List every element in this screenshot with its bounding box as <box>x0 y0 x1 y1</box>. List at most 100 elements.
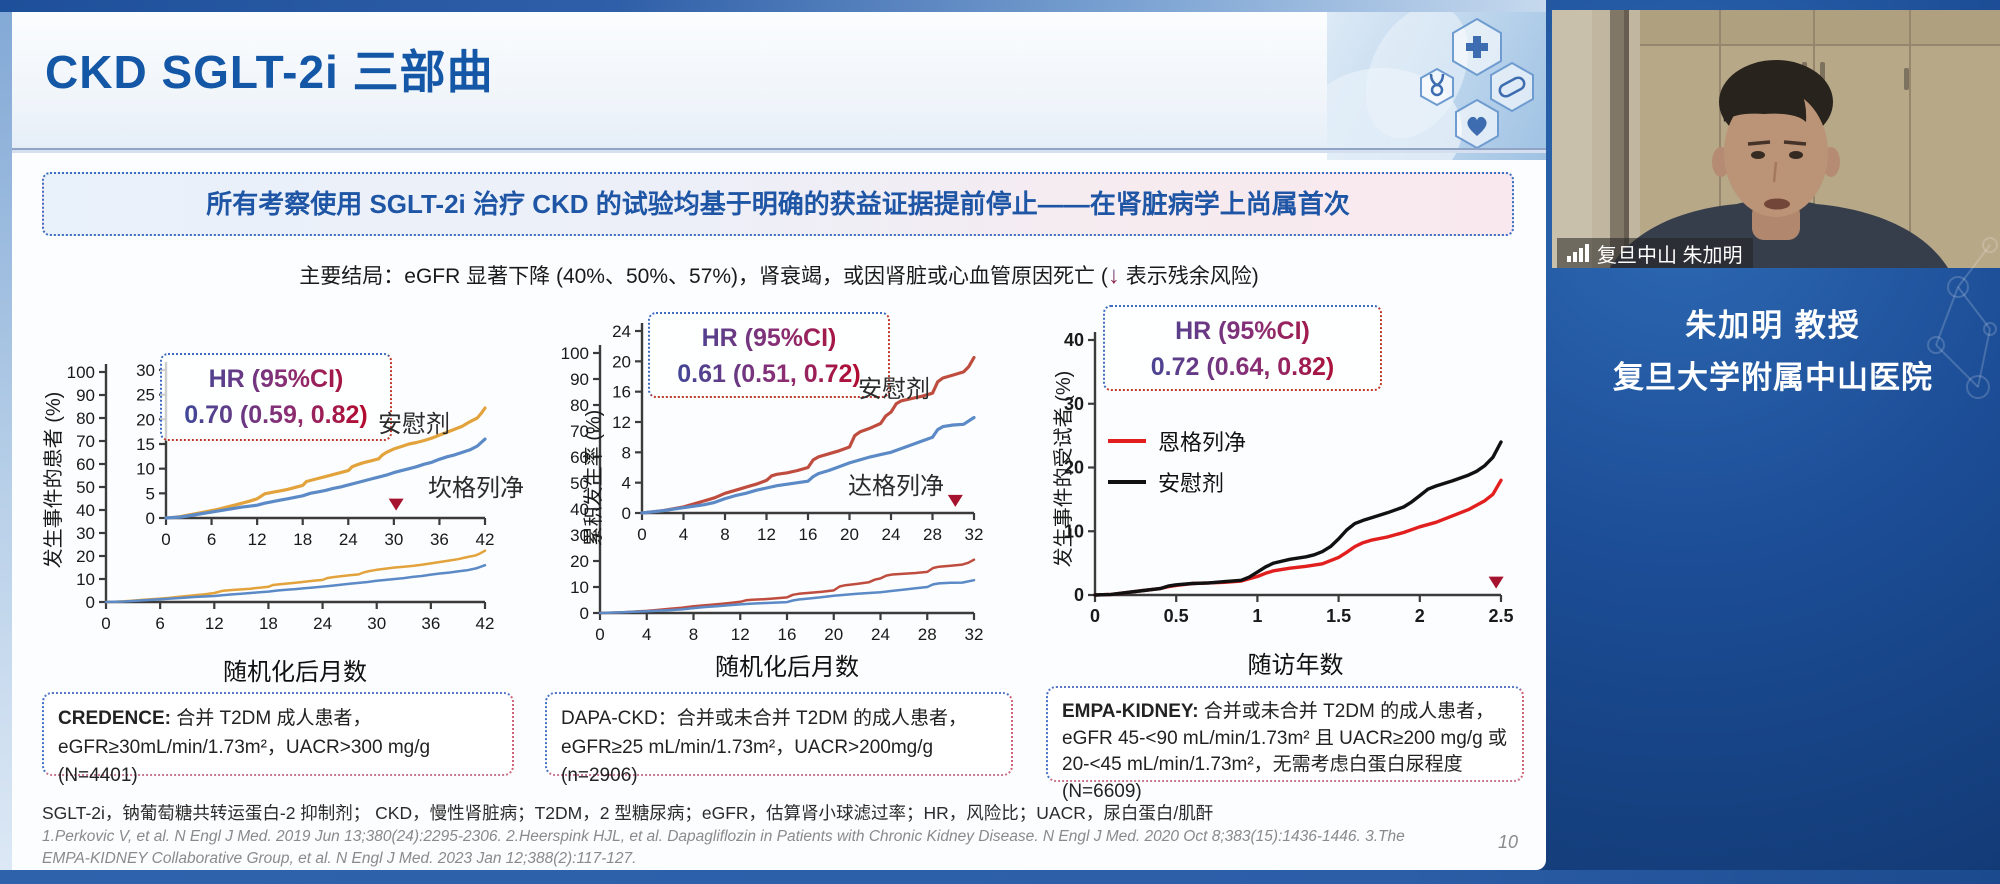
svg-text:40: 40 <box>1064 330 1084 350</box>
hr-label: HR (95%CI) <box>1105 313 1380 349</box>
svg-text:8: 8 <box>720 525 729 544</box>
empa-kidney-y-axis-label: 发生事件的受试者 (%) <box>1053 370 1075 568</box>
speaker-video-feed[interactable]: 复旦中山 朱加明 <box>1552 10 2000 268</box>
svg-text:36: 36 <box>430 530 449 549</box>
svg-text:0: 0 <box>101 614 110 633</box>
svg-text:30: 30 <box>570 526 589 545</box>
svg-text:8: 8 <box>689 625 698 644</box>
speaker-panel: 复旦中山 朱加明 朱加明 教授 复旦大学附属中山医院 <box>1546 0 2000 884</box>
chart-dapa-ckd: 0 10 20 30 40 50 60 70 80 90 100 0 4 8 12 16 20 24 28 32 0 4 8… <box>542 295 1042 695</box>
credence-canagliflozin-label: 坎格列净 <box>428 475 524 502</box>
svg-text:32: 32 <box>965 525 984 544</box>
slide-left-border <box>0 12 12 870</box>
hr-value: 0.72 (0.64, 0.82) <box>1105 349 1380 385</box>
svg-text:32: 32 <box>965 625 984 644</box>
credence-trial-text: 合并 T2DM 成人患者，eGFR≥30mL/min/1.73m²，UACR>3… <box>58 708 431 786</box>
svg-text:18: 18 <box>259 614 278 633</box>
svg-text:50: 50 <box>570 474 589 493</box>
svg-text:0: 0 <box>595 625 604 644</box>
svg-text:12: 12 <box>205 614 224 633</box>
screen-bottom-bar <box>0 870 2000 884</box>
medical-hexagon-decoration <box>1302 12 1546 192</box>
svg-text:0.5: 0.5 <box>1164 606 1189 626</box>
abbreviations-footnote: SGLT-2i，钠葡萄糖共转运蛋白-2 抑制剂； CKD，慢性肾脏病；T2DM，… <box>42 803 1214 823</box>
svg-text:30: 30 <box>136 361 155 380</box>
empa-kidney-legend: 恩格列净 安慰剂 <box>1108 425 1246 507</box>
svg-text:8: 8 <box>622 443 631 462</box>
svg-text:20: 20 <box>136 410 155 429</box>
pill-icon <box>1498 76 1526 98</box>
svg-text:18: 18 <box>293 530 312 549</box>
svg-text:4: 4 <box>679 525 688 544</box>
credence-trial-box: CREDENCE: 合并 T2DM 成人患者，eGFR≥30mL/min/1.7… <box>42 692 514 786</box>
svg-text:40: 40 <box>76 501 95 520</box>
hr-label: HR (95%CI) <box>162 361 390 397</box>
svg-text:24: 24 <box>313 614 332 633</box>
credence-trial-title: CREDENCE: <box>58 708 171 729</box>
svg-text:12: 12 <box>612 413 631 432</box>
subtitle-text-prefix: 主要结局：eGFR 显著下降 (40%、50%、57%)，肾衰竭，或因肾脏或心血… <box>299 265 1108 288</box>
svg-text:10: 10 <box>570 578 589 597</box>
dapa-ckd-trial-box: DAPA-CKD：合并或未合并 T2DM 的成人患者，eGFR≥25 mL/mi… <box>545 692 1013 786</box>
svg-text:12: 12 <box>757 525 776 544</box>
svg-text:2: 2 <box>1415 606 1425 626</box>
svg-text:100: 100 <box>561 344 589 363</box>
svg-text:30: 30 <box>367 614 386 633</box>
svg-text:0: 0 <box>1090 606 1100 626</box>
dapa-ckd-trial-text: 合并或未合并 T2DM 的成人患者，eGFR≥25 mL/min/1.73m²，… <box>561 708 968 786</box>
svg-text:42: 42 <box>476 530 495 549</box>
svg-text:5: 5 <box>146 484 155 503</box>
svg-text:24: 24 <box>882 525 901 544</box>
legend-row-empagliflozin: 恩格列净 <box>1108 425 1246 457</box>
svg-text:90: 90 <box>570 370 589 389</box>
svg-text:40: 40 <box>570 500 589 519</box>
hr-value: 0.61 (0.51, 0.72) <box>650 356 888 392</box>
molecule-decoration <box>1927 237 1998 399</box>
speaker-name: 朱加明 教授 <box>1685 308 1861 343</box>
residual-risk-arrow-icon: ↓ <box>1107 262 1120 289</box>
svg-text:16: 16 <box>778 625 797 644</box>
dapa-ckd-x-axis-label: 随机化后月数 <box>715 654 859 681</box>
svg-text:0: 0 <box>146 509 155 528</box>
svg-text:60: 60 <box>570 448 589 467</box>
empa-kidney-trial-title: EMPA-KIDNEY: <box>1062 701 1199 722</box>
svg-text:20: 20 <box>840 525 859 544</box>
svg-text:100: 100 <box>67 363 95 382</box>
svg-text:6: 6 <box>155 614 164 633</box>
svg-text:20: 20 <box>612 352 631 371</box>
svg-text:70: 70 <box>570 422 589 441</box>
speaker-hospital: 复旦大学附属中山医院 <box>1613 360 1933 395</box>
svg-text:0: 0 <box>580 604 589 623</box>
empa-kidney-hr-box: HR (95%CI) 0.72 (0.64, 0.82) <box>1103 305 1382 391</box>
svg-text:28: 28 <box>918 625 937 644</box>
dapa-ckd-y-axis-label: 累积发生率 (%) <box>583 409 605 547</box>
empa-kidney-trial-box: EMPA-KIDNEY: 合并或未合并 T2DM 的成人患者，eGFR 45-<… <box>1046 686 1524 802</box>
video-name-label: 复旦中山 朱加明 <box>1597 244 1743 267</box>
legend-swatch-placebo <box>1108 480 1146 484</box>
svg-text:20: 20 <box>570 552 589 571</box>
key-message-banner: 所有考察使用 SGLT-2i 治疗 CKD 的试验均基于明确的获益证据提前停止—… <box>42 172 1514 236</box>
subtitle-text-suffix: 表示残余风险) <box>1119 265 1259 288</box>
svg-text:25: 25 <box>136 386 155 405</box>
title-divider <box>12 148 1546 153</box>
svg-text:20: 20 <box>76 547 95 566</box>
svg-text:0: 0 <box>161 530 170 549</box>
svg-text:10: 10 <box>1064 521 1084 541</box>
speaker-video-scene <box>1552 10 2000 268</box>
svg-text:2.5: 2.5 <box>1488 606 1513 626</box>
title-band: CKD SGLT-2i 三部曲 <box>12 12 1546 192</box>
empa-kidney-trial-text: 合并或未合并 T2DM 的成人患者，eGFR 45-<90 mL/min/1.7… <box>1062 701 1507 802</box>
credence-y-axis-label: 发生事件的患者 (%) <box>43 391 65 569</box>
svg-text:30: 30 <box>1064 394 1084 414</box>
speaker-face <box>1724 89 1828 217</box>
svg-text:15: 15 <box>136 435 155 454</box>
legend-label-empagliflozin: 恩格列净 <box>1158 430 1247 455</box>
svg-text:0: 0 <box>622 504 631 523</box>
dapa-ckd-trial-title: DAPA-CKD： <box>561 708 677 729</box>
slide-top-border <box>0 0 1546 12</box>
signal-bars-icon <box>1567 244 1589 262</box>
credence-hr-box: HR (95%CI) 0.70 (0.59, 0.82) <box>160 353 392 441</box>
svg-text:1.5: 1.5 <box>1326 606 1351 626</box>
svg-text:6: 6 <box>207 530 216 549</box>
